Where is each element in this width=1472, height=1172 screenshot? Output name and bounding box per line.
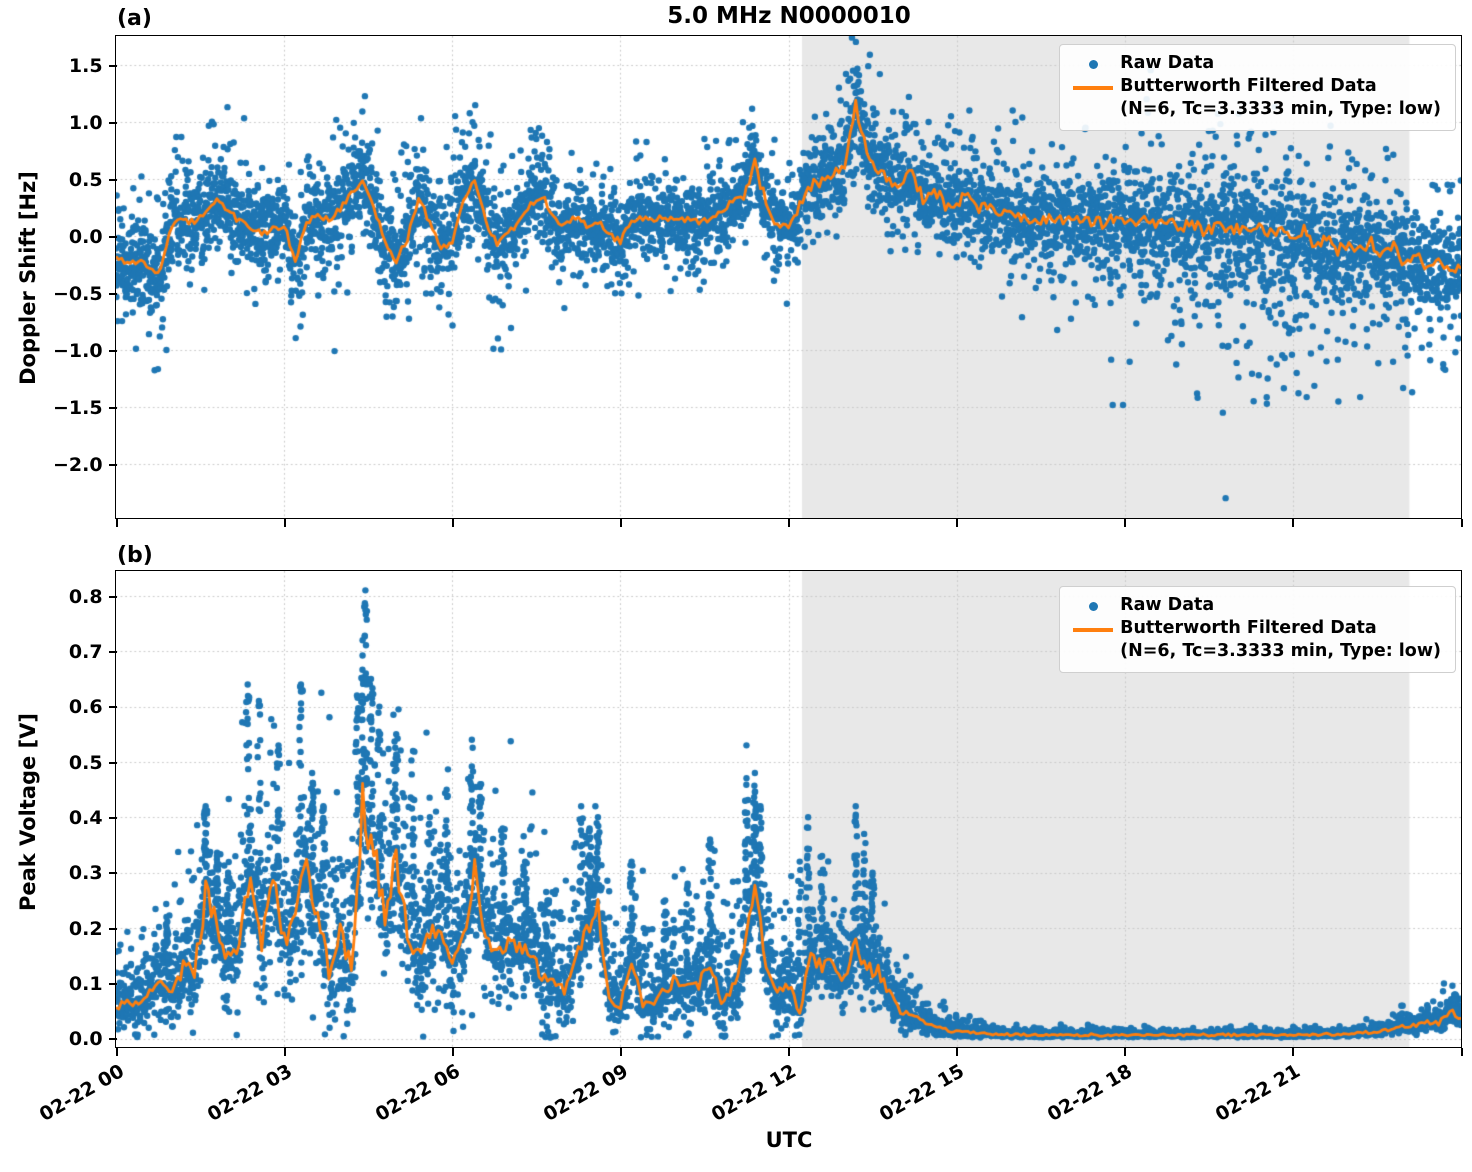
legend-item: Raw Data bbox=[1066, 52, 1441, 75]
x-tick-mark bbox=[788, 1047, 791, 1056]
legend: Raw Data Butterworth Filtered Data (N=6, T… bbox=[1059, 44, 1456, 132]
raw-data-marker-icon bbox=[1066, 594, 1120, 611]
y-tick-label: −0.5 bbox=[53, 282, 103, 305]
x-axis-label: UTC bbox=[765, 1128, 813, 1152]
legend-label: Raw Data bbox=[1120, 595, 1215, 615]
y-tick-mark bbox=[108, 235, 117, 238]
x-tick-mark bbox=[956, 1047, 959, 1056]
y-tick-mark bbox=[108, 178, 117, 181]
x-tick-mark bbox=[451, 1047, 454, 1056]
raw-data-marker-icon bbox=[1066, 52, 1120, 69]
y-tick-label: −1.5 bbox=[53, 396, 103, 419]
y-tick-label: −1.0 bbox=[53, 339, 103, 362]
x-tick-mark bbox=[115, 1047, 118, 1056]
y-tick-label: 0.3 bbox=[68, 862, 103, 885]
y-tick-mark bbox=[108, 650, 117, 653]
x-tick-label: 02-22 00 bbox=[35, 1059, 128, 1126]
x-tick-mark bbox=[1460, 1047, 1463, 1056]
y-tick-label: 0.7 bbox=[68, 640, 103, 663]
y-tick-mark bbox=[108, 121, 117, 124]
x-tick-mark bbox=[1460, 518, 1463, 527]
y-tick-label: 0.2 bbox=[68, 917, 103, 940]
x-tick-mark bbox=[1292, 1047, 1295, 1056]
y-tick-label: 0.5 bbox=[68, 168, 103, 191]
y-tick-label: 0.0 bbox=[68, 1028, 103, 1051]
x-tick-mark bbox=[1124, 518, 1127, 527]
y-tick-mark bbox=[108, 982, 117, 985]
x-tick-mark bbox=[451, 518, 454, 527]
x-tick-mark bbox=[115, 518, 118, 527]
legend-item: Raw Data bbox=[1066, 594, 1441, 617]
x-tick-mark bbox=[619, 518, 622, 527]
y-tick-label: 0.1 bbox=[68, 972, 103, 995]
y-tick-mark bbox=[108, 292, 117, 295]
legend: Raw Data Butterworth Filtered Data (N=6, T… bbox=[1059, 586, 1456, 674]
y-tick-mark bbox=[108, 927, 117, 930]
x-tick-mark bbox=[283, 518, 286, 527]
y-tick-label: 0.5 bbox=[68, 751, 103, 774]
y-tick-label: 0.6 bbox=[68, 696, 103, 719]
legend-label: Butterworth Filtered Data (N=6, Tc=3.3333… bbox=[1120, 618, 1441, 662]
legend-item: Butterworth Filtered Data (N=6, Tc=3.3333… bbox=[1066, 617, 1441, 663]
x-tick-mark bbox=[283, 1047, 286, 1056]
x-tick-mark bbox=[619, 1047, 622, 1056]
y-tick-mark bbox=[108, 1038, 117, 1041]
filtered-line-marker-icon bbox=[1066, 617, 1120, 633]
legend-label: Butterworth Filtered Data (N=6, Tc=3.3333… bbox=[1120, 76, 1441, 120]
filtered-line-marker-icon bbox=[1066, 75, 1120, 91]
y-tick-mark bbox=[108, 64, 117, 67]
y-tick-mark bbox=[108, 349, 117, 352]
legend-item: Butterworth Filtered Data (N=6, Tc=3.3333… bbox=[1066, 75, 1441, 121]
panel-label-b: (b) bbox=[117, 543, 153, 568]
y-tick-label: 1.0 bbox=[68, 111, 103, 134]
y-tick-mark bbox=[108, 406, 117, 409]
panel-label-a: (a) bbox=[117, 6, 152, 31]
y-tick-label: −2.0 bbox=[53, 453, 103, 476]
y-tick-mark bbox=[108, 595, 117, 598]
y-tick-mark bbox=[108, 872, 117, 875]
x-tick-mark bbox=[788, 518, 791, 527]
y-tick-mark bbox=[108, 761, 117, 764]
legend-label: Raw Data bbox=[1120, 53, 1215, 73]
x-tick-mark bbox=[1292, 518, 1295, 527]
x-tick-mark bbox=[1124, 1047, 1127, 1056]
y-tick-label: 0.8 bbox=[68, 585, 103, 608]
x-tick-mark bbox=[956, 518, 959, 527]
y-tick-label: 1.5 bbox=[68, 54, 103, 77]
y-tick-label: 0.4 bbox=[68, 806, 103, 829]
y-tick-mark bbox=[108, 463, 117, 466]
y-tick-mark bbox=[108, 816, 117, 819]
chart-title: 5.0 MHz N0000010 bbox=[667, 3, 911, 29]
y-tick-mark bbox=[108, 706, 117, 709]
y-tick-label: 0.0 bbox=[68, 225, 103, 248]
